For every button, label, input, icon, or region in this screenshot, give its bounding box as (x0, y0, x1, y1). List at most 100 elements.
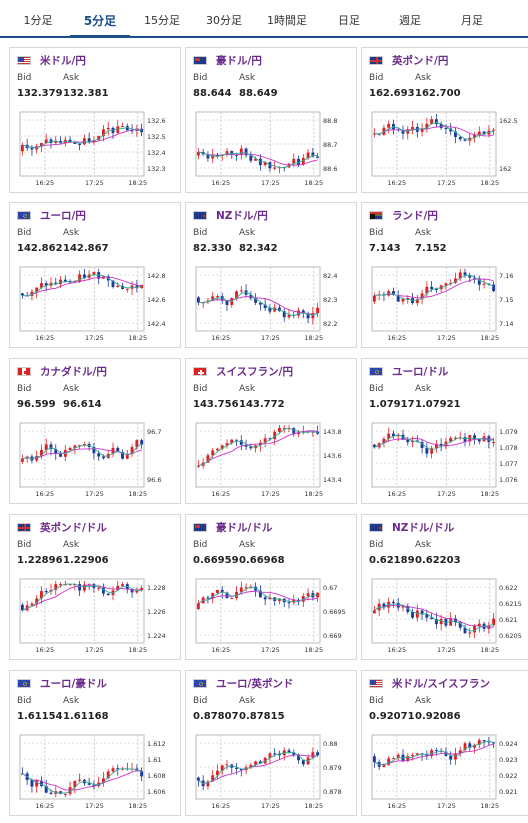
mini-chart[interactable]: 0.622 0.6215 0.621 0.6205 16:25 17:25 18:25 (362, 571, 528, 659)
rate-card[interactable]: 米ドル/円 Bid Ask 132.379 132.381 132.6 132.5 132.4… (9, 47, 181, 193)
pair-title[interactable]: 米ドル/スイスフラン (392, 678, 491, 690)
rate-card[interactable]: スイスフラン/円 Bid Ask 143.756 143.772 143.8 143.6 14… (185, 358, 357, 504)
rate-card[interactable]: ユーロ/豪ドル Bid Ask 1.61154 1.61168 1.612 1.61 1.60… (9, 670, 181, 816)
pair-title[interactable]: 豪ドル/ドル (216, 522, 273, 534)
ask-value: 1.61168 (63, 711, 109, 722)
candle-body (263, 597, 267, 600)
candle-body (249, 446, 253, 449)
x-tick-label: 17:25 (85, 179, 104, 187)
y-tick-label: 0.669 (323, 632, 342, 640)
pair-title[interactable]: ランド/円 (392, 210, 438, 222)
rate-card[interactable]: カナダドル/円 Bid Ask 96.599 96.614 96.7 96.6 16:25 17… (9, 358, 181, 504)
candle-body (235, 291, 238, 299)
candle-body (382, 603, 386, 608)
x-tick-label: 17:25 (261, 334, 280, 342)
candle-body (97, 453, 101, 457)
rate-card[interactable]: ユーロ/英ポンド Bid Ask 0.87807 0.87815 0.88 0.879 0.8… (185, 670, 357, 816)
candle-body (211, 593, 215, 599)
pair-title[interactable]: 英ポンド/円 (392, 55, 449, 67)
rate-card[interactable]: 米ドル/スイスフラン Bid Ask 0.92071 0.92086 0.924 0.923… (361, 670, 528, 816)
rate-card[interactable]: 英ポンド/円 Bid Ask 162.693 162.700 162.5 162 16:25 1… (361, 47, 528, 193)
candle-body (239, 768, 243, 771)
tab-2[interactable]: 5分足 (70, 0, 130, 38)
pair-title[interactable]: カナダドル/円 (40, 366, 107, 378)
bid-label: Bid (17, 228, 32, 238)
candle-body (463, 743, 467, 751)
mini-chart[interactable]: 96.7 96.6 16:25 17:25 18:25 (10, 415, 180, 503)
candle-body (439, 285, 443, 290)
bid-label: Bid (369, 384, 384, 394)
tab-3[interactable]: 15分足 (144, 14, 180, 27)
rate-card[interactable]: ランド/円 Bid Ask 7.143 7.152 7.16 7.15 7.14 16:25 17… (361, 202, 528, 348)
y-tick-label: 0.924 (499, 740, 518, 748)
candle-body (420, 610, 424, 615)
tab-1[interactable]: 1分足 (23, 14, 53, 27)
candle-body (278, 428, 281, 432)
candle-body (40, 780, 43, 786)
candle-body (116, 768, 120, 770)
pair-title[interactable]: ユーロ/豪ドル (40, 678, 107, 690)
mini-chart[interactable]: 0.924 0.923 0.922 0.921 16:25 17:25 18:25 (362, 727, 528, 815)
candle-body (301, 157, 305, 165)
y-tick-label: 0.921 (499, 788, 518, 796)
pair-title[interactable]: スイスフラン/円 (216, 366, 294, 378)
mini-chart[interactable]: 1.228 1.226 1.224 16:25 17:25 18:25 (10, 571, 180, 659)
rate-card[interactable]: 豪ドル/ドル Bid Ask 0.66959 0.66968 0.67 0.6695 0.66… (185, 514, 357, 660)
candle-body (125, 454, 129, 459)
ask-value: 0.87815 (239, 711, 285, 722)
mini-chart[interactable]: 1.612 1.61 1.608 1.606 16:25 17:25 18:25 (10, 727, 180, 815)
candle-body (487, 741, 491, 743)
ma-line-long (22, 276, 142, 297)
rate-card[interactable]: NZドル/円 Bid Ask 82.330 82.342 82.4 82.3 82.2 16:2… (185, 202, 357, 348)
mini-chart[interactable]: 1.079 1.078 1.077 1.076 16:25 17:25 18:25 (362, 415, 528, 503)
pair-title[interactable]: 英ポンド/ドル (40, 522, 107, 534)
rate-card[interactable]: ユーロ/円 Bid Ask 142.862 142.867 142.8 142.6 142.4… (9, 202, 181, 348)
candle-body (406, 439, 410, 443)
rate-card[interactable]: ユーロ/ドル Bid Ask 1.07917 1.07921 1.079 1.078 1.07… (361, 358, 528, 504)
pair-title[interactable]: ユーロ/英ポンド (216, 678, 294, 690)
tab-4[interactable]: 30分足 (206, 14, 242, 27)
tab-8[interactable]: 月足 (461, 14, 483, 27)
y-tick-label: 0.922 (499, 772, 518, 780)
y-tick-label: 82.2 (323, 320, 337, 328)
candle-body (216, 448, 219, 451)
ask-value: 96.614 (63, 399, 102, 410)
pair-title[interactable]: NZドル/ドル (392, 522, 455, 534)
rate-card[interactable]: 英ポンド/ドル Bid Ask 1.22896 1.22906 1.228 1.226 1.2… (9, 514, 181, 660)
candle-body (211, 154, 215, 159)
candle-body (301, 310, 305, 314)
candle-body (268, 438, 272, 440)
mini-chart[interactable]: 82.4 82.3 82.2 16:25 17:25 18:25 (186, 259, 356, 347)
tab-6[interactable]: 日足 (338, 14, 360, 27)
bid-label: Bid (369, 73, 384, 83)
candle-body (87, 783, 91, 785)
x-tick-label: 18:25 (480, 646, 499, 654)
pair-title[interactable]: NZドル/円 (216, 210, 268, 222)
ask-label: Ask (239, 228, 256, 238)
mini-chart[interactable]: 162.5 162 16:25 17:25 18:25 (362, 104, 528, 192)
tab-7[interactable]: 週足 (399, 14, 421, 27)
candle-body (125, 126, 129, 131)
mini-chart[interactable]: 132.6 132.5 132.4 132.3 16:25 17:25 18:25 (10, 104, 180, 192)
candle-body (477, 740, 481, 745)
tab-5[interactable]: 1時間足 (267, 14, 307, 27)
rate-card[interactable]: NZドル/ドル Bid Ask 0.62189 0.62203 0.622 0.6215 0.… (361, 514, 528, 660)
pair-title[interactable]: 米ドル/円 (40, 55, 86, 67)
bid-value: 162.693 (369, 88, 415, 99)
pair-title[interactable]: 豪ドル/円 (216, 55, 262, 67)
pair-title[interactable]: ユーロ/ドル (392, 366, 449, 378)
mini-chart[interactable]: 88.8 88.7 88.6 16:25 17:25 18:25 (186, 104, 356, 192)
candle-body (306, 152, 310, 158)
ask-value: 162.700 (415, 88, 461, 99)
mini-chart[interactable]: 143.8 143.6 143.4 16:25 17:25 18:25 (186, 415, 356, 503)
candle-body (116, 126, 120, 133)
pair-title[interactable]: ユーロ/円 (40, 210, 86, 222)
mini-chart[interactable]: 0.88 0.879 0.878 16:25 17:25 18:25 (186, 727, 356, 815)
rate-card[interactable]: 豪ドル/円 Bid Ask 88.644 88.649 88.8 88.7 88.6 16:25… (185, 47, 357, 193)
candle-body (316, 752, 320, 756)
candle-body (49, 792, 53, 794)
candle-body (263, 438, 267, 443)
mini-chart[interactable]: 7.16 7.15 7.14 16:25 17:25 18:25 (362, 259, 528, 347)
mini-chart[interactable]: 0.67 0.6695 0.669 16:25 17:25 18:25 (186, 571, 356, 659)
mini-chart[interactable]: 142.8 142.6 142.4 16:25 17:25 18:25 (10, 259, 180, 347)
